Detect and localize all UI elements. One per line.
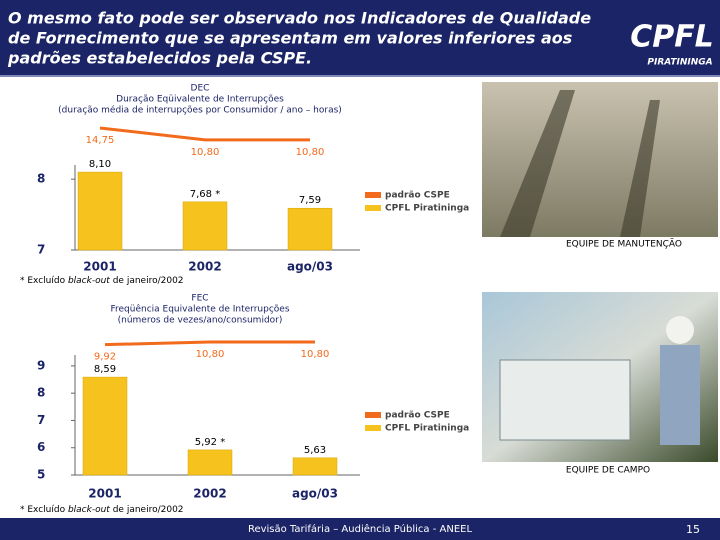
footnote-part: black-out bbox=[68, 505, 110, 515]
logo-sub: PIRATININGA bbox=[647, 58, 712, 68]
bar bbox=[182, 201, 228, 251]
footnote-part: * Excluído bbox=[20, 276, 68, 286]
value-label: 5,92 * bbox=[195, 437, 225, 448]
x-tick-label: ago/03 bbox=[287, 260, 333, 274]
photo-detail bbox=[666, 316, 694, 344]
bar bbox=[82, 376, 128, 476]
value-label: 7,68 * bbox=[190, 189, 220, 200]
standard-line bbox=[99, 126, 310, 142]
x-tick-label: ago/03 bbox=[292, 487, 338, 501]
x-tick-label: 2001 bbox=[83, 260, 116, 274]
title-line: de Fornecimento que se apresentam em val… bbox=[8, 29, 572, 48]
value-label: 5,63 bbox=[304, 445, 326, 456]
legend-label: CPFL Piratininga bbox=[385, 424, 469, 434]
footer-text: Revisão Tarifária – Audiência Pública - … bbox=[248, 523, 473, 535]
y-tick-label: 7 bbox=[37, 413, 45, 427]
photo-detail bbox=[499, 359, 631, 441]
bar bbox=[287, 207, 333, 251]
y-tick-label: 8 bbox=[37, 172, 45, 186]
bar bbox=[77, 171, 123, 251]
standard-label: 14,75 bbox=[86, 135, 115, 146]
photo-detail bbox=[660, 345, 700, 445]
legend-swatch bbox=[365, 425, 381, 431]
y-tick-label: 9 bbox=[37, 358, 45, 372]
legend-swatch bbox=[365, 192, 381, 198]
y-tick-label: 6 bbox=[37, 440, 45, 454]
chart-title: Freqüência Equivalente de Interrupções bbox=[110, 304, 289, 315]
chart-title: Duração Eqüivalente de Interrupções bbox=[116, 95, 284, 105]
legend-swatch bbox=[365, 205, 381, 211]
value-label: 7,59 bbox=[299, 195, 321, 206]
title-line: O mesmo fato pode ser observado nos Indi… bbox=[8, 9, 591, 28]
footer-bar bbox=[0, 518, 720, 540]
legend-label: padrão CSPE bbox=[385, 411, 450, 421]
footnote: * Excluído black-out de janeiro/2002 bbox=[20, 505, 184, 515]
photo-caption: EQUIPE DE CAMPO bbox=[566, 466, 650, 476]
footnote-part: black-out bbox=[68, 276, 110, 286]
standard-label: 10,80 bbox=[191, 147, 220, 158]
y-tick-label: 5 bbox=[37, 468, 45, 482]
legend-label: CPFL Piratininga bbox=[385, 204, 469, 214]
standard-line bbox=[104, 340, 315, 347]
header-title: O mesmo fato pode ser observado nos Indi… bbox=[7, 9, 591, 68]
chart-title: (números de vezes/ano/consumidor) bbox=[118, 316, 283, 326]
legend-label: padrão CSPE bbox=[385, 191, 450, 201]
footnote: * Excluído black-out de janeiro/2002 bbox=[20, 276, 184, 286]
standard-label: 10,80 bbox=[301, 349, 330, 360]
title-line: padrões estabelecidos pela CSPE. bbox=[7, 49, 312, 68]
x-tick-label: 2002 bbox=[193, 487, 226, 501]
x-tick-label: 2001 bbox=[88, 487, 121, 501]
x-tick-label: 2002 bbox=[188, 260, 221, 274]
header-bar bbox=[0, 0, 720, 76]
bar bbox=[187, 449, 233, 476]
footnote-part: de janeiro/2002 bbox=[110, 505, 184, 515]
chart-title: (duração média de interrupções por Consu… bbox=[58, 105, 342, 116]
footnote-part: * Excluído bbox=[20, 505, 68, 515]
page-number: 15 bbox=[686, 523, 700, 536]
chart-title: FEC bbox=[191, 294, 208, 304]
value-label: 8,10 bbox=[89, 159, 111, 170]
y-tick-label: 7 bbox=[37, 243, 45, 257]
standard-label: 10,80 bbox=[196, 349, 225, 360]
logo: CPFL bbox=[630, 20, 714, 55]
photo-caption: EQUIPE DE MANUTENÇÃO bbox=[566, 239, 682, 250]
standard-label: 9,92 bbox=[94, 352, 116, 363]
value-label: 8,59 bbox=[94, 364, 116, 375]
footnote-part: de janeiro/2002 bbox=[110, 276, 184, 286]
bar bbox=[292, 457, 338, 476]
chart-title: DEC bbox=[191, 84, 210, 94]
legend-swatch bbox=[365, 412, 381, 418]
photo-detail bbox=[500, 90, 660, 237]
standard-label: 10,80 bbox=[296, 147, 325, 158]
y-tick-label: 8 bbox=[37, 386, 45, 400]
